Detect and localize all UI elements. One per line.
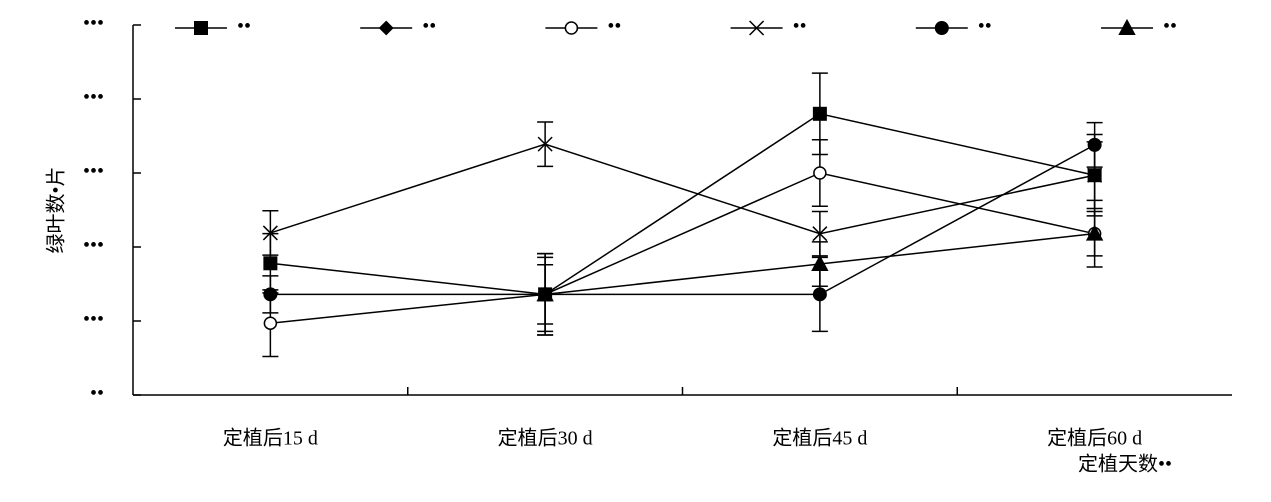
series-line xyxy=(270,172,1095,324)
marker xyxy=(811,254,829,272)
y-tick-label: ••• xyxy=(83,87,104,109)
series-line xyxy=(270,143,1095,235)
x-tick-label: 定植后15 d xyxy=(223,427,318,450)
y-tick-label: ••• xyxy=(83,161,104,183)
legend-label: •• xyxy=(237,16,251,38)
x-axis-title: 定植天数•• xyxy=(1078,453,1172,476)
marker xyxy=(378,20,394,36)
x-tick-label: 定植后45 d xyxy=(772,427,867,450)
marker xyxy=(1085,224,1104,241)
x-tick-label: 定植后30 d xyxy=(498,427,593,450)
marker xyxy=(812,287,827,302)
marker xyxy=(537,136,553,152)
y-tick-label: ••• xyxy=(83,309,104,331)
series-line xyxy=(270,144,1095,296)
y-tick-label: ••• xyxy=(83,13,104,35)
y-tick-label: •• xyxy=(90,383,104,405)
legend-label: •• xyxy=(793,16,807,38)
marker xyxy=(1087,137,1102,152)
marker xyxy=(812,226,828,242)
marker xyxy=(194,21,208,35)
legend-label: •• xyxy=(422,16,436,38)
marker xyxy=(749,20,765,36)
y-axis-title: 绿叶数•片 xyxy=(45,166,68,253)
marker xyxy=(263,256,278,271)
marker xyxy=(1087,167,1103,183)
legend-label: •• xyxy=(607,16,621,38)
marker xyxy=(536,285,554,302)
marker xyxy=(812,106,827,121)
marker xyxy=(262,225,278,241)
marker xyxy=(564,21,579,35)
marker xyxy=(934,21,949,35)
legend-label: •• xyxy=(1163,16,1177,38)
marker xyxy=(1118,18,1136,35)
series-line xyxy=(270,112,1095,296)
legend-label: •• xyxy=(978,16,992,38)
marker xyxy=(813,166,827,180)
y-tick-label: ••• xyxy=(83,235,104,257)
marker xyxy=(263,316,278,330)
marker xyxy=(263,287,278,302)
x-tick-label: 定植后60 d xyxy=(1047,427,1142,450)
